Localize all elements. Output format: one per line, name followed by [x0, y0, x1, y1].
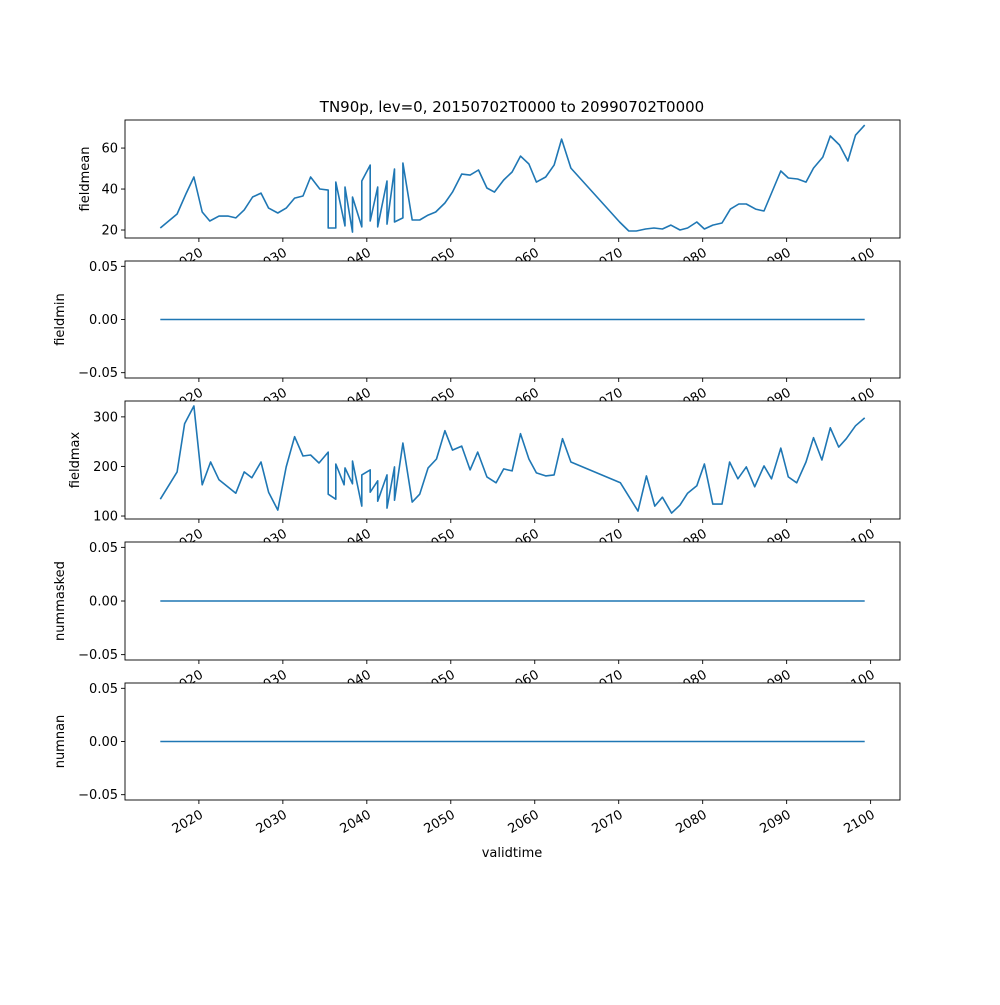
y-tick-label: −0.05: [78, 648, 118, 663]
y-tick-label: 0.05: [89, 260, 118, 275]
x-tick-label: 2070: [590, 807, 626, 837]
x-tick-label: 2030: [254, 807, 290, 837]
x-tick-label: 2100: [841, 807, 877, 837]
y-tick-label: 0.05: [89, 682, 118, 697]
chart-title: TN90p, lev=0, 20150702T0000 to 20990702T…: [319, 98, 704, 116]
y-tick-label: 0.05: [89, 541, 118, 556]
y-tick-label: 100: [93, 510, 118, 525]
y-tick-label: −0.05: [78, 366, 118, 381]
y-axis-label: numnan: [53, 715, 68, 769]
y-axis-label: fieldmax: [68, 432, 83, 489]
y-tick-label: −0.05: [78, 788, 118, 803]
y-tick-label: 0.00: [89, 735, 118, 750]
panel-numnan: −0.05 0.00 0.05 numnan 2020 2030 2040 2050 2060 2…: [53, 682, 901, 837]
x-tick-label: 2020: [170, 807, 206, 837]
x-tick-label: 2040: [338, 807, 374, 837]
y-tick-label: 60: [101, 142, 118, 157]
axes-frame: [124, 119, 901, 239]
x-tick-label: 2080: [674, 807, 710, 837]
plot-area: [125, 401, 900, 519]
y-tick-label: 0.00: [89, 595, 118, 610]
y-tick-label: 0.00: [89, 313, 118, 328]
x-axis-label: validtime: [482, 846, 543, 861]
axes-frame: [124, 400, 901, 520]
x-tick-label: 2050: [422, 807, 458, 837]
y-axis-label: nummasked: [53, 561, 68, 641]
y-axis-label: fieldmin: [53, 293, 68, 346]
y-tick-label: 40: [101, 183, 118, 198]
y-tick-label: 300: [93, 410, 118, 425]
y-tick-label: 200: [93, 460, 118, 475]
x-tick-label: 2060: [506, 807, 542, 837]
series-line-fieldmean: [159, 124, 866, 233]
series-line-fieldmax: [159, 405, 866, 514]
x-tick-label: 2090: [757, 807, 793, 837]
y-axis-label: fieldmean: [78, 147, 93, 212]
y-tick-label: 20: [101, 224, 118, 239]
plot-area: [125, 120, 900, 238]
